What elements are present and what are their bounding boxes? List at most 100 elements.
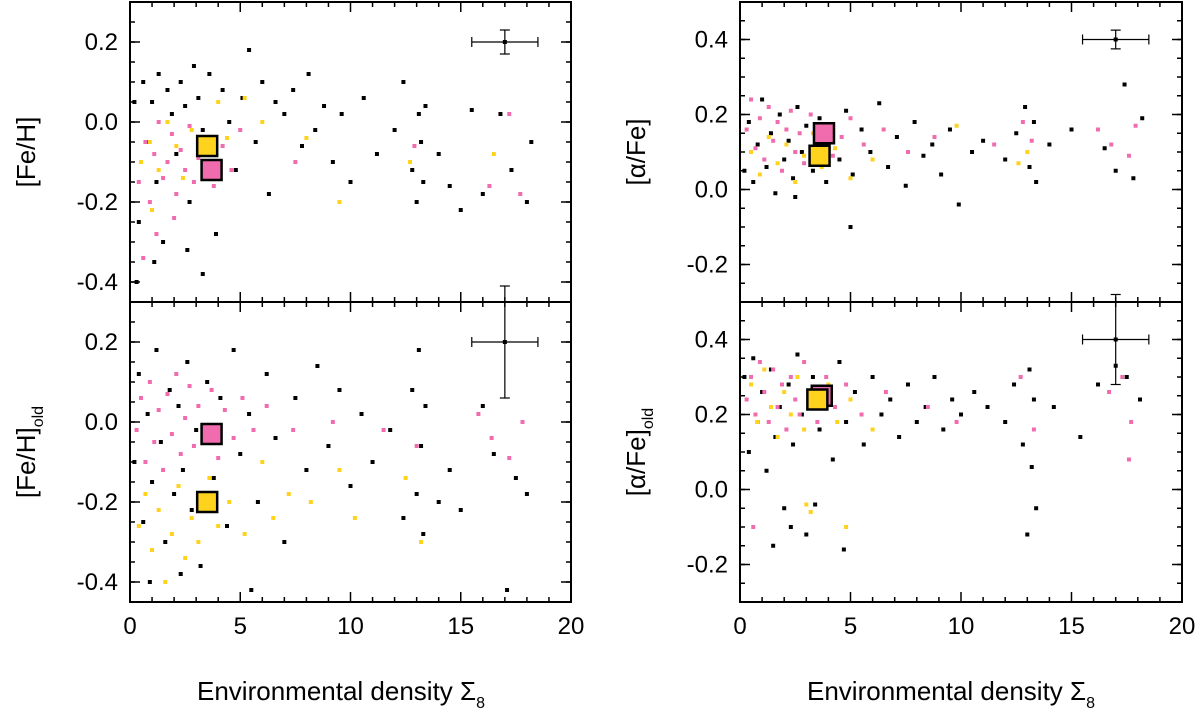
point (788, 525, 793, 529)
point (293, 160, 298, 164)
point (187, 200, 192, 204)
point (187, 124, 192, 128)
point (813, 502, 818, 507)
point (888, 397, 893, 402)
point (793, 150, 798, 154)
point (136, 372, 141, 376)
point (1140, 116, 1145, 121)
point (1138, 397, 1143, 402)
point (282, 112, 287, 116)
point (304, 468, 309, 472)
point (981, 138, 986, 143)
point (134, 428, 139, 432)
point (810, 168, 815, 173)
point (757, 116, 762, 121)
point (791, 176, 796, 181)
point (489, 436, 494, 440)
point (804, 123, 809, 128)
point (883, 390, 888, 394)
point (207, 476, 212, 480)
point (185, 360, 190, 364)
y-tick-label: 0.2 (695, 402, 728, 429)
point (1129, 420, 1134, 424)
point (255, 500, 260, 504)
point (414, 200, 419, 204)
point (178, 452, 183, 456)
point (795, 105, 800, 109)
point (837, 360, 842, 364)
panel-bottom-left: -0.4 -0.2 0.0 0.2 0 5 10 15 20 [Fe/H]old (11, 285, 584, 640)
y-tick-label: 0.2 (85, 29, 118, 56)
point (894, 135, 899, 139)
point (744, 127, 749, 132)
error-bar-center (502, 340, 507, 344)
point (326, 444, 331, 448)
point (830, 153, 835, 158)
point (985, 405, 990, 409)
point (903, 183, 908, 188)
point (436, 500, 441, 504)
point (165, 120, 170, 124)
point (793, 180, 798, 184)
point (802, 153, 807, 158)
point (762, 390, 767, 394)
point (797, 412, 802, 417)
point (233, 168, 238, 172)
mean-marker-yellow (806, 388, 829, 411)
x-axis-title-left-sub: 8 (476, 695, 485, 712)
point (410, 388, 415, 392)
point (178, 148, 183, 152)
point (970, 150, 975, 154)
point (771, 543, 776, 548)
point (1078, 435, 1083, 439)
point (330, 420, 335, 424)
point (817, 427, 822, 432)
point (205, 380, 210, 384)
point (189, 128, 194, 132)
point (361, 96, 366, 100)
panel-top-right: -0.2 0.0 0.2 0.4 [α/Fe] (621, 1, 1183, 303)
point (251, 428, 256, 432)
point (242, 532, 247, 536)
point (804, 502, 809, 507)
point (410, 168, 415, 172)
y-tick-labels: -0.4 -0.2 0.0 0.2 (77, 329, 118, 596)
y-tick-label: -0.2 (687, 252, 728, 279)
point (939, 172, 944, 177)
point (174, 372, 179, 376)
point (1020, 120, 1025, 124)
point (169, 112, 174, 116)
y-axis-title-sub: old (640, 408, 657, 429)
point (150, 548, 155, 552)
point (766, 105, 771, 109)
series-2 (136, 460, 424, 584)
x-tick-label: 0 (733, 613, 746, 640)
point (784, 427, 789, 432)
point (744, 397, 749, 402)
point (941, 427, 946, 432)
mean-marker-yellow (808, 144, 831, 167)
point (174, 192, 179, 196)
point (260, 80, 265, 84)
point (1012, 382, 1017, 387)
x-axis-title-right-main: Environmental density Σ (807, 676, 1086, 706)
point (183, 556, 188, 560)
point (169, 132, 174, 136)
point (777, 405, 782, 409)
point (775, 161, 780, 166)
mean-marker-pink (200, 158, 223, 182)
point (751, 356, 756, 361)
error-bar-center (502, 40, 507, 44)
point (905, 150, 910, 154)
point (841, 547, 846, 552)
point (518, 192, 523, 196)
point (795, 375, 800, 379)
point (423, 104, 428, 108)
point (755, 142, 760, 147)
point (1069, 127, 1074, 132)
point (749, 382, 754, 387)
mean-marker-pink (812, 122, 836, 145)
point (1003, 157, 1008, 162)
y-tick-labels: -0.4 -0.2 0.0 0.2 (77, 29, 118, 296)
point (791, 442, 796, 447)
